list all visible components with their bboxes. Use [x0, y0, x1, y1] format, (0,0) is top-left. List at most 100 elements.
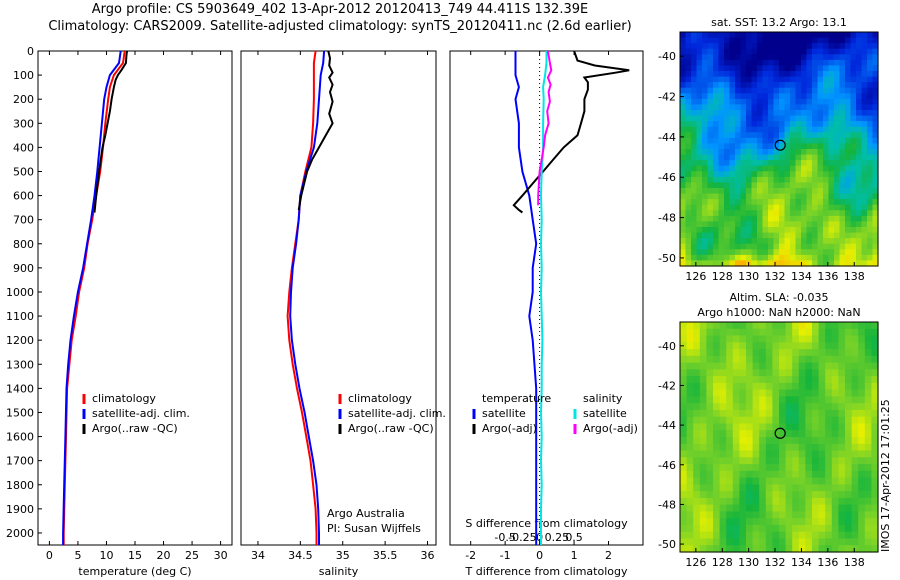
heatmap-cell: [858, 524, 866, 533]
heatmap-cell: [729, 227, 736, 234]
heatmap-cell: [699, 369, 707, 377]
heatmap-cell: [680, 423, 688, 431]
heatmap-cell: [693, 416, 701, 425]
heatmap-cell: [867, 199, 874, 206]
heatmap-cell: [845, 524, 853, 533]
heatmap-cell: [795, 182, 802, 189]
heatmap-cell: [772, 396, 780, 404]
heatmap-cell: [812, 176, 819, 184]
legend-label: Argo(-adj): [482, 422, 537, 435]
heatmap-cell: [858, 409, 866, 418]
heatmap-cell: [839, 143, 846, 150]
heatmap-cell: [759, 531, 767, 540]
heatmap-cell: [685, 32, 692, 39]
heatmap-cell: [812, 504, 820, 512]
heatmap-cell: [706, 538, 714, 546]
heatmap-cell: [828, 110, 835, 117]
heatmap-cell: [718, 188, 725, 195]
heatmap-cell: [856, 227, 863, 234]
heatmap-cell: [838, 376, 846, 384]
heatmap-cell: [823, 59, 830, 67]
heatmap-cell: [740, 104, 747, 111]
heatmap-cell: [798, 349, 806, 357]
heatmap-cell: [839, 254, 846, 262]
heatmap-cell: [795, 137, 802, 145]
heatmap-cell: [680, 182, 687, 189]
heatmap-cell: [839, 132, 846, 139]
heatmap-cell: [732, 423, 740, 431]
heatmap-cell: [702, 227, 709, 234]
heatmap-cell: [691, 232, 698, 239]
heatmap-cell: [867, 154, 874, 161]
heatmap-cell: [864, 524, 872, 533]
heatmap-cell: [772, 464, 780, 472]
heatmap-cell: [867, 54, 874, 61]
heatmap-cell: [691, 171, 698, 178]
heatmap-cell: [713, 416, 721, 425]
heatmap-cell: [685, 82, 692, 89]
heatmap-cell: [773, 199, 780, 206]
heatmap-cell: [812, 121, 819, 128]
heatmap-cell: [707, 171, 714, 178]
heatmap-cell: [806, 137, 813, 145]
heatmap-cell: [757, 82, 764, 89]
heatmap-cell: [768, 238, 775, 245]
heatmap-cell: [732, 416, 740, 425]
heatmap-cell: [713, 470, 721, 479]
heatmap-cell: [699, 430, 707, 438]
heatmap-cell: [806, 204, 813, 211]
heatmap-cell: [680, 171, 687, 178]
heatmap-cell: [823, 238, 830, 245]
heatmap-cell: [851, 342, 859, 350]
heatmap-cell: [792, 457, 800, 465]
heatmap-cell: [751, 165, 758, 172]
heatmap-cell: [752, 362, 760, 370]
heatmap-cell: [746, 545, 754, 553]
heatmap-cell: [779, 104, 786, 111]
heatmap-cell: [718, 199, 725, 206]
y-tick-label: 800: [13, 238, 34, 251]
heatmap-cell: [706, 524, 714, 533]
heatmap-cell: [864, 369, 872, 377]
heatmap-cell: [828, 165, 835, 172]
heatmap-cell: [735, 48, 742, 55]
heatmap-cell: [856, 221, 863, 228]
heatmap-cell: [699, 497, 707, 506]
heatmap-cell: [812, 238, 819, 245]
heatmap-cell: [861, 76, 868, 83]
heatmap-cell: [825, 416, 833, 425]
heatmap-cell: [817, 43, 824, 50]
heatmap-cell: [735, 215, 742, 223]
heatmap-cell: [713, 48, 720, 55]
heatmap-cell: [792, 376, 800, 384]
heatmap-cell: [746, 249, 753, 256]
heatmap-cell: [861, 243, 868, 250]
heatmap-cell: [680, 437, 688, 445]
heatmap-cell: [713, 243, 720, 250]
heatmap-cell: [850, 65, 857, 72]
heatmap-cell: [839, 243, 846, 250]
heatmap-cell: [773, 165, 780, 172]
heatmap-cell: [845, 93, 852, 100]
heatmap-cell: [686, 477, 694, 485]
heatmap-cell: [746, 71, 753, 78]
heatmap-cell: [732, 328, 740, 337]
heatmap-cell: [825, 403, 833, 411]
heatmap-cell: [693, 328, 701, 337]
heatmap-cell: [784, 32, 791, 39]
argo-position-marker: [774, 139, 786, 151]
heatmap-cell: [732, 470, 740, 479]
heatmap-cell: [696, 71, 703, 78]
legend-label: temperature: [482, 392, 551, 405]
heatmap-cell: [696, 115, 703, 122]
heatmap-cell: [871, 545, 879, 553]
heatmap-cell: [729, 32, 736, 39]
heatmap-cell: [751, 243, 758, 250]
heatmap-cell: [693, 376, 701, 384]
heatmap-cell: [746, 328, 754, 337]
heatmap-cell: [834, 54, 841, 61]
heatmap-cell: [812, 165, 819, 172]
heatmap-cell: [765, 349, 773, 357]
heatmap-cell: [812, 511, 820, 519]
heatmap-cell: [858, 477, 866, 485]
